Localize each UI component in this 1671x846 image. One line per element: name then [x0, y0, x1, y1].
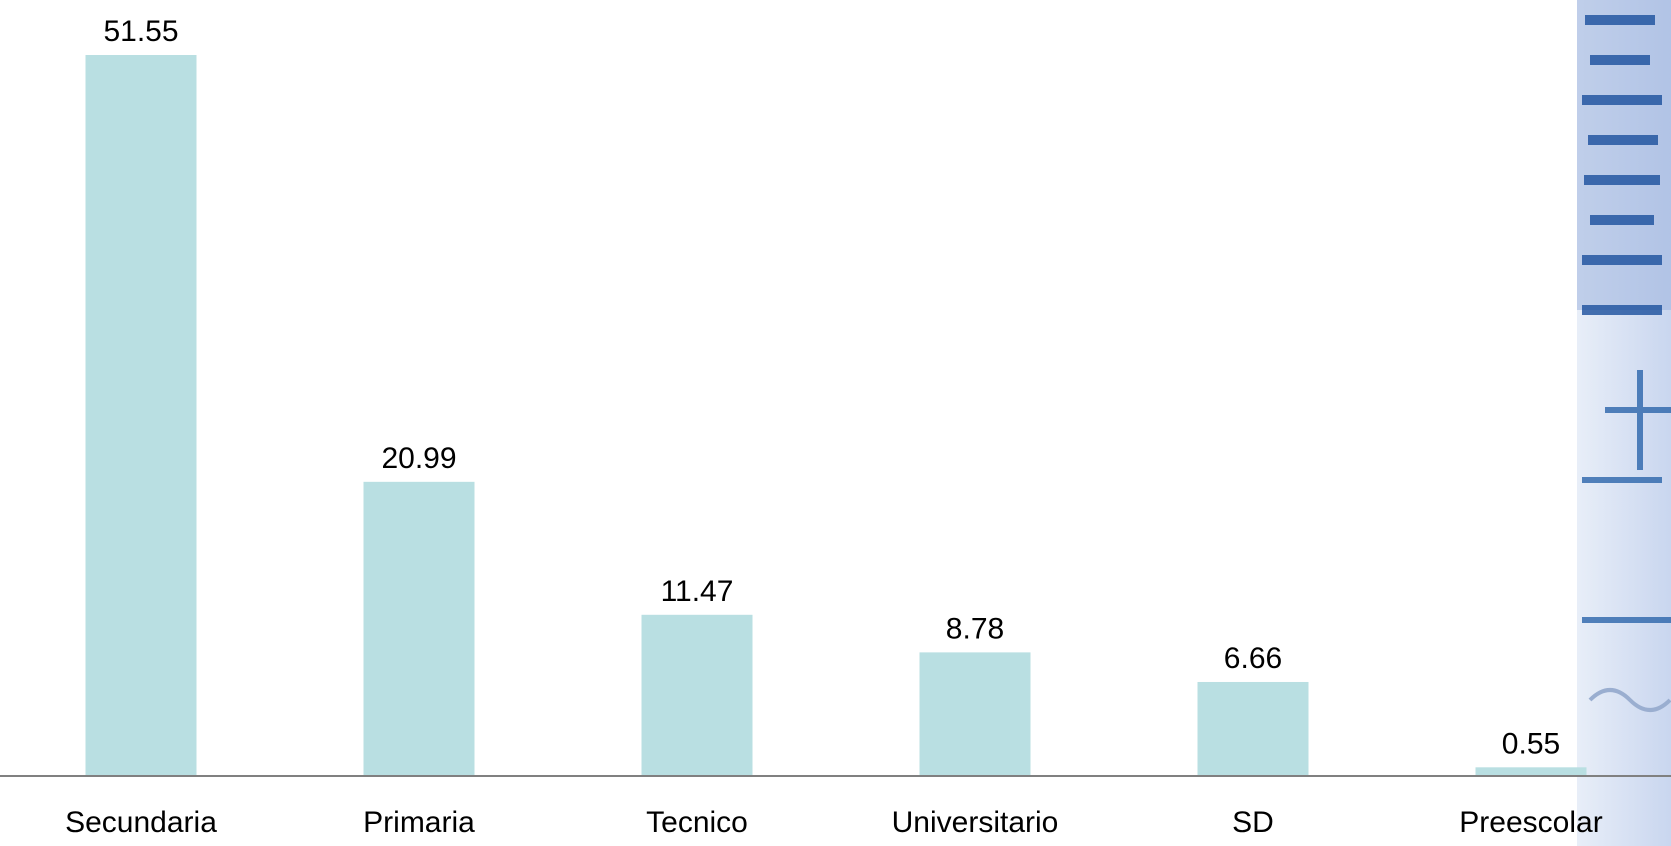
- x-tick-label: Tecnico: [646, 806, 748, 839]
- decoration: [1577, 0, 1671, 846]
- bar: [919, 652, 1031, 775]
- bar: [1475, 767, 1587, 775]
- bar: [1197, 681, 1309, 775]
- value-label: 8.78: [946, 612, 1004, 645]
- value-label: 6.66: [1224, 642, 1282, 675]
- x-tick-label: Primaria: [363, 806, 475, 839]
- x-tick-label: Preescolar: [1459, 806, 1602, 839]
- bar: [363, 481, 475, 775]
- x-tick-label: Secundaria: [65, 806, 217, 839]
- x-tick-label: SD: [1232, 806, 1274, 839]
- bar: [641, 614, 753, 775]
- value-label: 11.47: [661, 575, 734, 608]
- value-label: 51.55: [103, 15, 178, 48]
- x-tick-label: Universitario: [892, 806, 1059, 839]
- value-label: 20.99: [381, 442, 456, 475]
- value-label: 0.55: [1502, 727, 1560, 760]
- bar: [85, 55, 197, 775]
